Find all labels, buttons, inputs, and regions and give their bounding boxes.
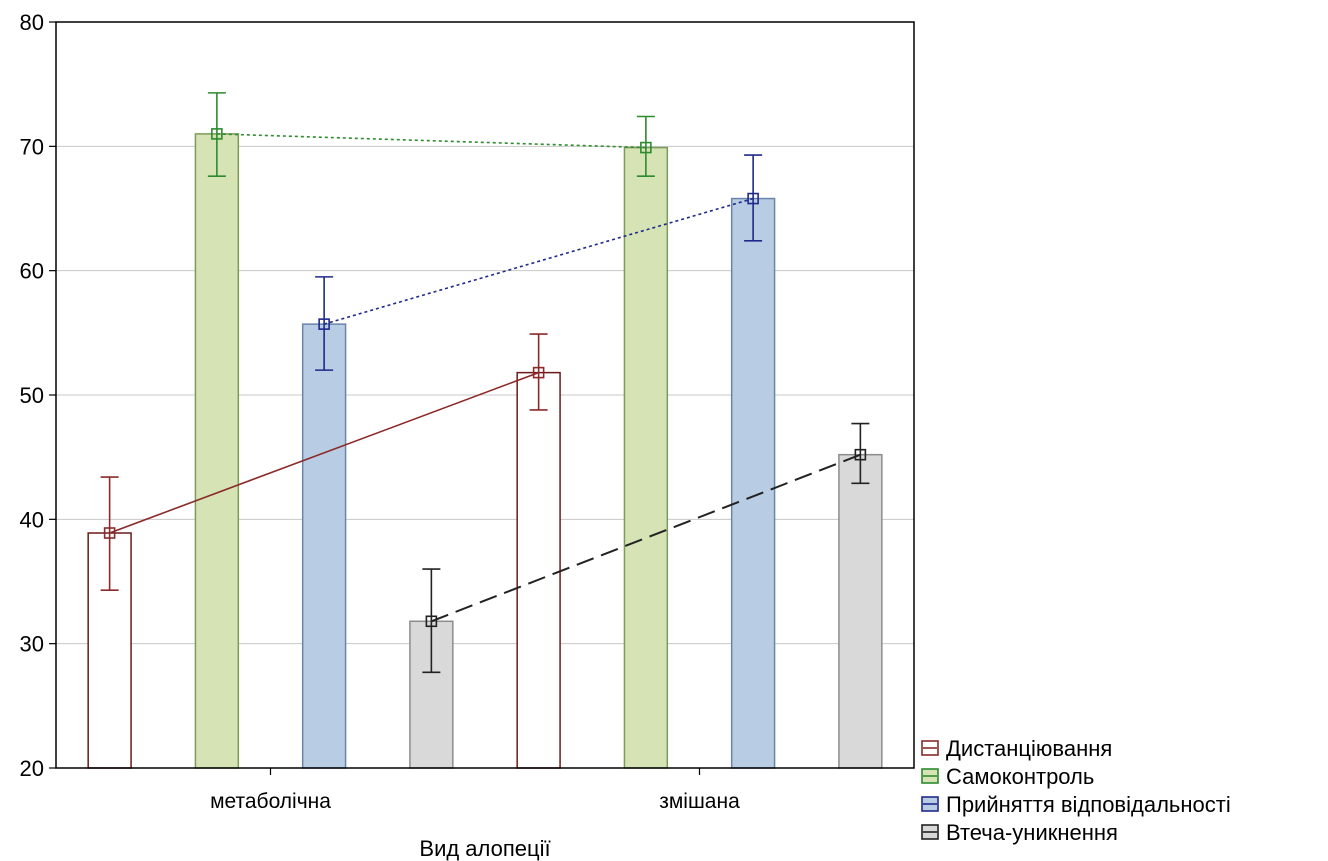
legend-label: Дистанціювання	[946, 736, 1112, 761]
bar	[730, 197, 776, 769]
bar	[838, 453, 883, 769]
series-lines	[109, 133, 861, 623]
y-tick-label: 20	[20, 756, 44, 781]
grid-lines	[56, 145, 914, 645]
bar	[623, 146, 669, 769]
data-point-marker	[318, 318, 330, 330]
x-category-label: метаболічна	[210, 790, 331, 813]
series-line	[216, 133, 646, 149]
data-point-marker	[103, 527, 116, 539]
data-point-marker	[640, 141, 652, 154]
y-tick-label: 30	[20, 632, 44, 657]
series-line	[109, 371, 539, 534]
y-axis-ticks: 20 30 40 50 60 70 80	[20, 10, 56, 781]
y-tick-label: 50	[20, 383, 44, 408]
series-line	[323, 197, 754, 325]
legend: Дистанціювання Самоконтроль Прийняття відп…	[921, 736, 1231, 845]
error-bars	[100, 92, 870, 674]
bar	[301, 323, 347, 769]
legend-label: Втеча-уникнення	[946, 820, 1118, 845]
y-tick-label: 60	[20, 259, 44, 284]
bar	[516, 371, 561, 769]
legend-label: Самоконтроль	[946, 764, 1094, 789]
bar	[194, 133, 240, 769]
x-axis-title: Вид алопеції	[419, 836, 550, 861]
y-tick-label: 40	[20, 507, 44, 532]
x-category-label: змішана	[659, 790, 740, 813]
data-point-marker	[425, 615, 438, 628]
y-tick-label: 80	[20, 10, 44, 35]
data-point-marker	[532, 366, 545, 379]
bars	[87, 133, 883, 769]
x-axis-category-labels: метаболічна змішана	[210, 768, 740, 813]
y-tick-label: 70	[20, 134, 44, 159]
data-point-marker	[854, 448, 867, 461]
data-point-marker	[211, 128, 223, 140]
data-point-marker	[747, 192, 759, 205]
legend-label: Прийняття відповідальності	[946, 792, 1231, 817]
